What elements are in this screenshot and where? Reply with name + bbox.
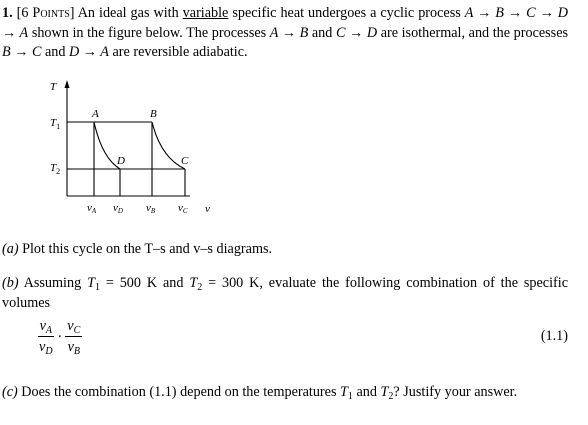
denominator: vB	[66, 337, 82, 357]
text: ? Justify your answer.	[393, 384, 518, 400]
subscript: C	[183, 207, 188, 215]
level-label: T2	[50, 162, 60, 176]
part-label: (b)	[2, 275, 19, 291]
symbol: T	[50, 117, 57, 129]
text: An ideal gas with	[77, 5, 179, 21]
text: are reversible adiabatic.	[112, 44, 248, 61]
symbol: v	[178, 202, 183, 214]
arrowhead	[64, 80, 70, 88]
math: T1	[340, 384, 353, 402]
symbol: v	[67, 318, 74, 334]
math: T1	[87, 275, 100, 293]
subscript: B	[151, 207, 156, 215]
symbol: T	[87, 275, 95, 291]
numerator: vA	[37, 318, 54, 337]
text: Does the combination (1.1) depend on the…	[21, 384, 337, 400]
numerator: vC	[65, 318, 83, 337]
point-label: A	[91, 108, 99, 120]
subscript: 2	[197, 282, 203, 293]
text: shown in the figure below. The processes	[31, 24, 267, 41]
point-label: C	[181, 155, 189, 167]
symbol: v	[67, 339, 74, 355]
text: variable	[182, 5, 229, 21]
text: specific heat undergoes a cyclic process	[232, 5, 461, 21]
operator: ·	[57, 328, 63, 345]
volume-label: vB	[146, 202, 156, 215]
symbol: v	[39, 339, 46, 355]
text: and	[356, 384, 377, 400]
subscript: 1	[347, 391, 353, 402]
part-b: (b) Assuming T1 = 500 K and T2 = 300 K, …	[2, 274, 568, 313]
text: = 500 K and	[105, 275, 184, 291]
level-label: T1	[50, 117, 60, 131]
part-a: (a) Plot this cycle on the T–s and v–s d…	[2, 240, 568, 260]
math: A → B → C → D → A	[2, 5, 568, 41]
denominator: vD	[37, 337, 55, 357]
subscript: A	[45, 325, 52, 336]
math: B → C	[2, 44, 42, 61]
text: Plot this cycle on the T–s and v–s diagr…	[22, 241, 273, 257]
subscript: 1	[94, 282, 100, 293]
subscript: A	[91, 207, 97, 215]
math: T2	[189, 275, 203, 293]
fraction: vA vD	[37, 318, 55, 357]
symbol: T	[340, 384, 348, 400]
subscript: 2	[388, 391, 394, 402]
subscript: D	[117, 207, 123, 215]
problem-statement: 1. [6 Points] An ideal gas with variable…	[2, 4, 568, 63]
part-label: (c)	[2, 384, 18, 400]
subscript: 2	[56, 167, 60, 176]
point-label: B	[150, 108, 157, 120]
axis-label: T	[50, 81, 57, 93]
points: [6 Points]	[16, 5, 75, 21]
part-c: (c) Does the combination (1.1) depend on…	[2, 383, 568, 403]
symbol: v	[87, 202, 92, 214]
symbol: T	[189, 275, 198, 291]
part-label: (a)	[2, 241, 19, 257]
symbol: v	[39, 318, 46, 334]
point-label: D	[116, 155, 125, 167]
math: T2	[380, 384, 394, 402]
problem-number: 1.	[2, 5, 13, 21]
text: = 300 K, evaluate the following combinat…	[2, 275, 569, 311]
symbol: v	[113, 202, 118, 214]
adiabat-da	[93, 121, 121, 170]
adiabat-bc	[151, 121, 186, 170]
volume-label: vC	[178, 202, 188, 215]
subscript: B	[73, 346, 80, 357]
equation: vA vD · vC vB	[34, 318, 85, 357]
math: D → A	[69, 44, 109, 61]
cycle-figure: T T1 T2 A B C D vA vD vB vC v	[50, 80, 210, 215]
volume-label: vA	[87, 202, 97, 215]
math: C → D	[335, 24, 378, 41]
axis-label: v	[205, 203, 210, 215]
volume-label: vD	[113, 202, 123, 215]
math: A → B	[269, 24, 309, 41]
subscript: 1	[56, 122, 60, 131]
text: Assuming	[23, 275, 82, 291]
symbol: T	[50, 162, 57, 174]
subscript: C	[73, 325, 81, 336]
subscript: D	[45, 346, 53, 357]
symbol: v	[146, 202, 151, 214]
fraction: vC vB	[65, 318, 83, 357]
equation-tag: (1.1)	[540, 328, 568, 344]
text: are isothermal, and the processes	[380, 24, 569, 41]
symbol: T	[380, 384, 389, 400]
text: and	[44, 44, 66, 61]
text: and	[311, 24, 333, 41]
